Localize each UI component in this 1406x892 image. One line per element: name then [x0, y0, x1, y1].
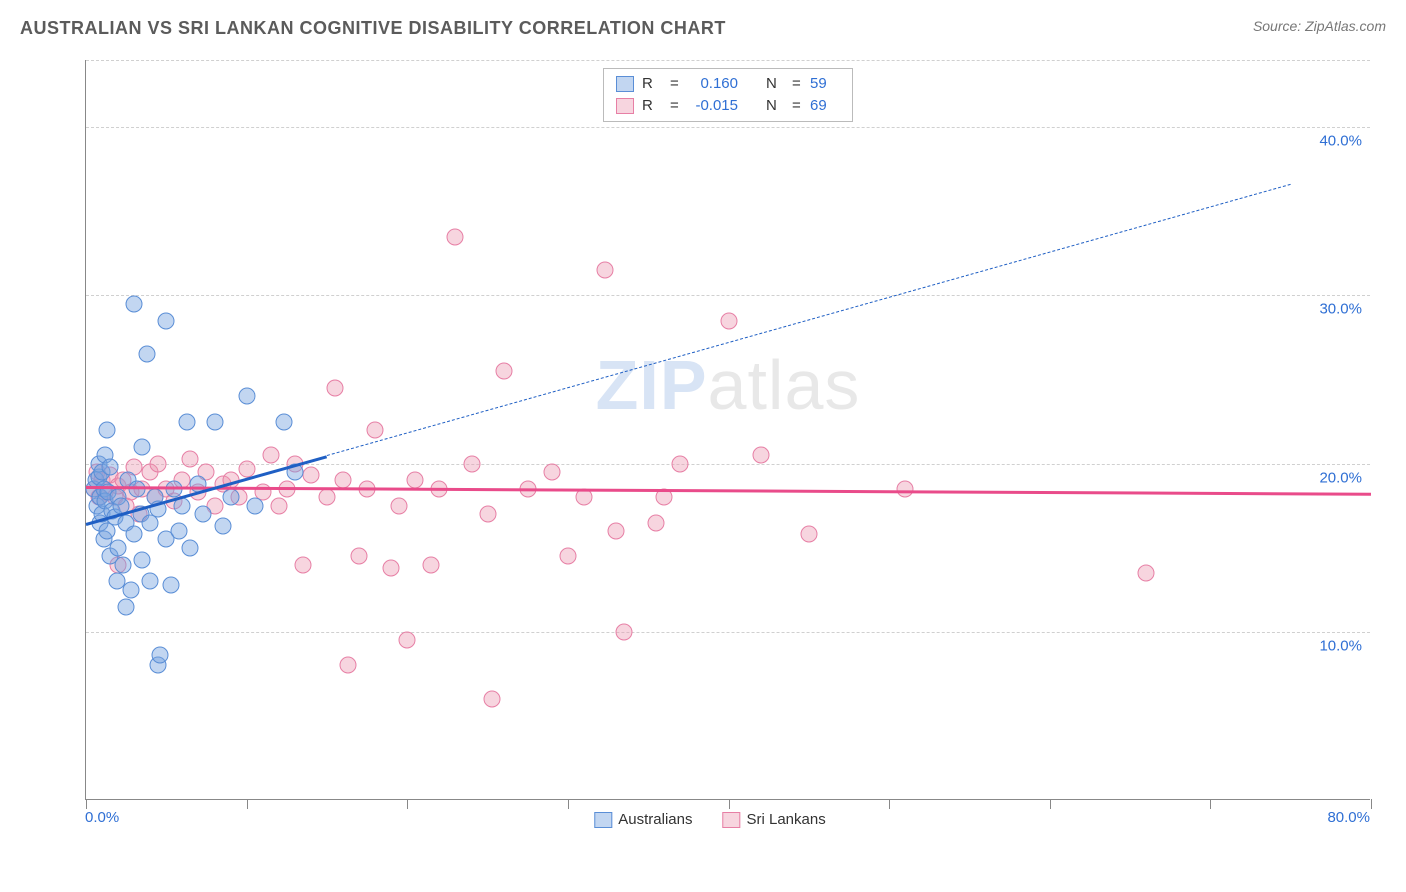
scatter-point [616, 623, 633, 640]
scatter-point [800, 526, 817, 543]
stat-r-value: 0.160 [688, 73, 738, 95]
regression-line [327, 184, 1291, 456]
scatter-point [134, 438, 151, 455]
watermark-part2: atlas [708, 346, 861, 424]
legend-label: Australians [618, 811, 692, 828]
scatter-point [142, 573, 159, 590]
scatter-point [383, 559, 400, 576]
scatter-point [447, 228, 464, 245]
scatter-point [163, 576, 180, 593]
series-swatch [616, 98, 634, 114]
series-swatch [616, 76, 634, 92]
scatter-point [275, 413, 292, 430]
scatter-point [302, 467, 319, 484]
y-tick-label: 10.0% [1319, 637, 1362, 654]
scatter-point [720, 312, 737, 329]
scatter-point [262, 447, 279, 464]
gridline [86, 632, 1370, 633]
scatter-point [752, 447, 769, 464]
stats-box: R=0.160N=59R=-0.015N=69 [603, 68, 853, 122]
scatter-point [672, 455, 689, 472]
stat-r-label: R [642, 73, 662, 95]
scatter-point [134, 551, 151, 568]
scatter-point [206, 413, 223, 430]
scatter-point [222, 489, 239, 506]
scatter-point [151, 647, 168, 664]
scatter-point [214, 517, 231, 534]
scatter-point [238, 460, 255, 477]
stat-r-value: -0.015 [688, 95, 738, 117]
plot-area: ZIPatlas R=0.160N=59R=-0.015N=69 10.0%20… [85, 60, 1370, 800]
scatter-point [1138, 564, 1155, 581]
x-tick-label: 0.0% [85, 809, 119, 826]
x-tick-label: 80.0% [1327, 809, 1370, 826]
scatter-point [399, 632, 416, 649]
scatter-point [495, 363, 512, 380]
watermark: ZIPatlas [596, 345, 861, 425]
legend-item: Australians [594, 811, 692, 828]
scatter-point [391, 497, 408, 514]
scatter-point [246, 497, 263, 514]
chart-title: AUSTRALIAN VS SRI LANKAN COGNITIVE DISAB… [20, 18, 726, 39]
scatter-point [559, 548, 576, 565]
gridline [86, 60, 1370, 61]
legend-label: Sri Lankans [746, 811, 825, 828]
scatter-point [171, 522, 188, 539]
scatter-point [126, 526, 143, 543]
stat-n-value: 69 [810, 95, 840, 117]
y-tick-label: 30.0% [1319, 301, 1362, 318]
scatter-point [543, 464, 560, 481]
scatter-point [294, 556, 311, 573]
scatter-point [150, 455, 167, 472]
scatter-point [270, 497, 287, 514]
chart-container: Cognitive Disability ZIPatlas R=0.160N=5… [50, 60, 1370, 830]
stats-row: R=0.160N=59 [616, 73, 840, 95]
scatter-point [98, 422, 115, 439]
scatter-point [126, 295, 143, 312]
scatter-point [179, 413, 196, 430]
scatter-point [897, 480, 914, 497]
stat-n-value: 59 [810, 73, 840, 95]
watermark-part1: ZIP [596, 346, 708, 424]
scatter-point [463, 455, 480, 472]
scatter-point [102, 459, 119, 476]
scatter-point [608, 522, 625, 539]
y-tick-label: 40.0% [1319, 133, 1362, 150]
scatter-point [110, 539, 127, 556]
scatter-point [158, 312, 175, 329]
scatter-point [479, 506, 496, 523]
stat-n-label: N [766, 73, 784, 95]
scatter-point [648, 514, 665, 531]
x-tick [1371, 799, 1372, 809]
scatter-point [351, 548, 368, 565]
scatter-point [339, 657, 356, 674]
stat-r-label: R [642, 95, 662, 117]
scatter-point [139, 346, 156, 363]
scatter-point [596, 262, 613, 279]
scatter-point [238, 388, 255, 405]
legend-swatch [722, 812, 740, 828]
scatter-point [367, 422, 384, 439]
scatter-point [484, 691, 501, 708]
gridline [86, 295, 1370, 296]
scatter-point [407, 472, 424, 489]
scatter-point [114, 556, 131, 573]
gridline [86, 464, 1370, 465]
scatter-point [326, 379, 343, 396]
scatter-point [118, 598, 135, 615]
y-tick-label: 20.0% [1319, 469, 1362, 486]
scatter-point [182, 539, 199, 556]
legend: Australians Sri Lankans [594, 811, 825, 828]
stats-row: R=-0.015N=69 [616, 95, 840, 117]
scatter-point [195, 506, 212, 523]
scatter-point [122, 581, 139, 598]
legend-item: Sri Lankans [722, 811, 825, 828]
source-credit: Source: ZipAtlas.com [1253, 18, 1386, 34]
scatter-point [423, 556, 440, 573]
legend-swatch [594, 812, 612, 828]
scatter-point [318, 489, 335, 506]
scatter-point [182, 450, 199, 467]
stat-n-label: N [766, 95, 784, 117]
gridline [86, 127, 1370, 128]
